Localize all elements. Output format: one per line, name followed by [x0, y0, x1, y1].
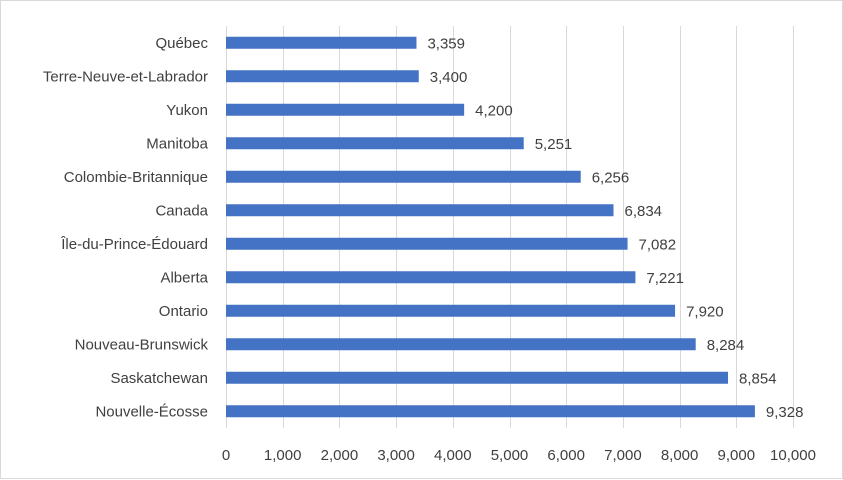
category-label: Québec — [155, 35, 208, 52]
bar — [226, 371, 729, 384]
bar — [226, 70, 419, 83]
bar — [226, 237, 628, 250]
bar — [226, 170, 581, 183]
category-label: Canada — [155, 202, 208, 219]
bar — [226, 304, 676, 317]
bars — [226, 36, 755, 418]
data-label: 3,400 — [430, 69, 468, 86]
x-tick-label: 0 — [222, 447, 230, 464]
x-tick-label: 2,000 — [321, 447, 359, 464]
category-label: Nouveau-Brunswick — [75, 336, 209, 353]
category-label: Manitoba — [146, 135, 208, 152]
x-tick-label: 4,000 — [434, 447, 472, 464]
category-label: Nouvelle-Écosse — [95, 403, 208, 420]
data-label: 9,328 — [766, 404, 804, 421]
x-tick-label: 10,000 — [770, 447, 816, 464]
data-label: 4,200 — [475, 102, 513, 119]
data-labels: 3,359 3,400 4,200 5,251 6,256 6,834 7,082 7,221… — [427, 35, 803, 421]
data-label: 7,920 — [686, 303, 724, 320]
data-label: 8,284 — [707, 337, 745, 354]
x-tick-label: 6,000 — [547, 447, 585, 464]
data-label: 6,834 — [624, 203, 662, 220]
data-label: 6,256 — [592, 169, 630, 186]
category-label: Saskatchewan — [110, 370, 208, 387]
bar — [226, 271, 636, 284]
bar — [226, 137, 524, 150]
x-axis-tick-labels: 0 1,000 2,000 3,000 4,000 5,000 6,000 7,000 8,00… — [222, 447, 816, 464]
bar — [226, 405, 755, 418]
category-label: Alberta — [160, 269, 208, 286]
bar — [226, 204, 614, 217]
bar — [226, 338, 696, 351]
bar — [226, 36, 417, 49]
x-tick-label: 7,000 — [604, 447, 642, 464]
category-label: Île-du-Prince-Édouard — [60, 236, 208, 253]
category-label: Yukon — [166, 102, 208, 119]
data-label: 5,251 — [535, 136, 573, 153]
x-tick-label: 9,000 — [718, 447, 756, 464]
category-label: Colombie-Britannique — [64, 169, 208, 186]
x-tick-label: 8,000 — [661, 447, 699, 464]
data-label: 7,082 — [639, 236, 677, 253]
data-label: 3,359 — [427, 35, 465, 52]
data-label: 7,221 — [646, 270, 684, 287]
x-tick-label: 5,000 — [491, 447, 529, 464]
bar — [226, 103, 465, 116]
gridlines — [226, 26, 794, 428]
category-label: Ontario — [159, 303, 208, 320]
category-labels: Québec Terre-Neuve-et-Labrador Yukon Manito… — [43, 35, 209, 421]
data-label: 8,854 — [739, 370, 777, 387]
x-tick-label: 3,000 — [377, 447, 415, 464]
category-label: Terre-Neuve-et-Labrador — [43, 68, 208, 85]
x-tick-label: 1,000 — [264, 447, 302, 464]
